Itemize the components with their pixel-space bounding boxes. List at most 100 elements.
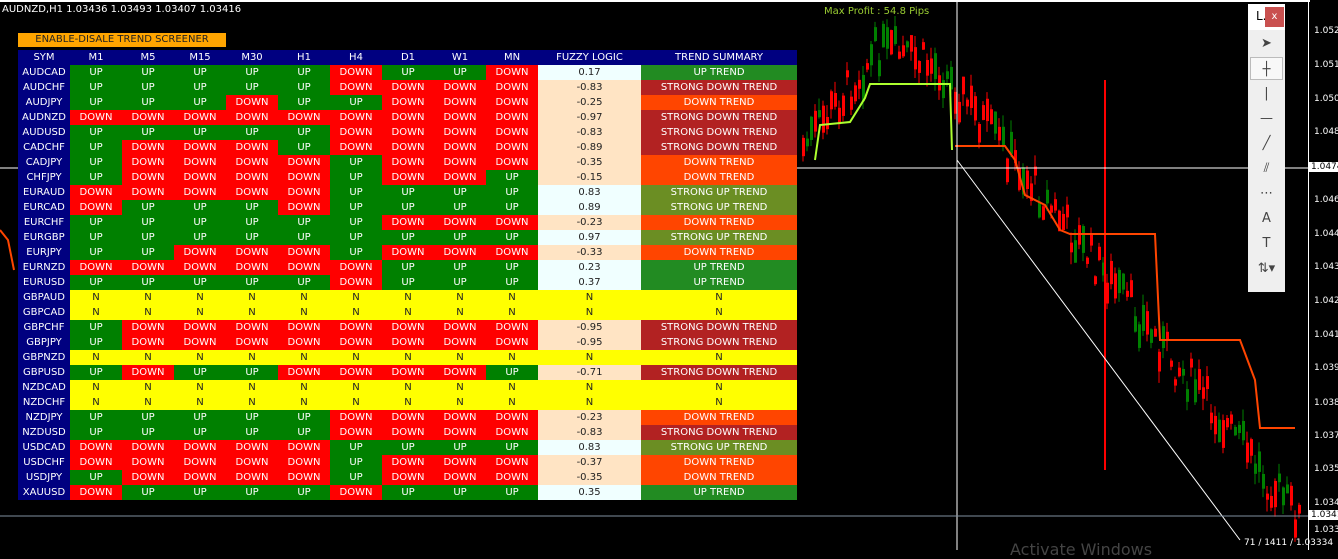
timeframe-signal-cell: UP: [226, 200, 278, 215]
timeframe-signal-cell: N: [486, 290, 538, 305]
timeframe-signal-cell: DOWN: [434, 470, 486, 485]
candle-body: [834, 93, 837, 107]
candle-body: [1146, 311, 1149, 335]
candle-body: [846, 70, 849, 78]
timeframe-signal-cell: UP: [278, 125, 330, 140]
timeframe-signal-cell: UP: [70, 245, 122, 260]
timeframe-signal-cell: UP: [486, 485, 538, 500]
trend-summary-cell: STRONG DOWN TREND: [641, 425, 797, 440]
timeframe-signal-cell: DOWN: [122, 260, 174, 275]
candle-body: [830, 91, 833, 110]
candle-body: [1294, 519, 1297, 538]
timeframe-signal-cell: DOWN: [434, 80, 486, 95]
candle-body: [1138, 324, 1141, 348]
timeframe-signal-cell: UP: [382, 65, 434, 80]
timeframe-signal-cell: DOWN: [434, 125, 486, 140]
timeframe-signal-cell: UP: [486, 170, 538, 185]
equidistant-channel-icon[interactable]: ⫽: [1263, 161, 1270, 176]
table-row: GBPUSD UP DOWN UP UP DOWN DOWN DOWN DOWN UP -0.71 S…: [18, 365, 797, 380]
trend-summary-cell: DOWN TREND: [641, 170, 797, 185]
table-row: AUDCHF UP UP UP UP UP DOWN DOWN DOWN DOWN -0.83 STR…: [18, 80, 797, 95]
fibonacci-icon[interactable]: ⋯: [1260, 186, 1273, 201]
timeframe-signal-cell: UP: [70, 425, 122, 440]
timeframe-signal-cell: DOWN: [122, 170, 174, 185]
crosshair-icon[interactable]: ┼: [1250, 57, 1283, 80]
fuzzy-logic-cell: -0.71: [538, 365, 641, 380]
timeframe-signal-cell: UP: [382, 485, 434, 500]
price-axis: [1308, 0, 1338, 550]
timeframe-signal-cell: DOWN: [226, 185, 278, 200]
timeframe-signal-cell: N: [486, 305, 538, 320]
trend-summary-cell: UP TREND: [641, 485, 797, 500]
timeframe-signal-cell: DOWN: [382, 155, 434, 170]
trend-summary-cell: STRONG UP TREND: [641, 185, 797, 200]
text-icon[interactable]: A: [1262, 211, 1271, 226]
timeframe-signal-cell: DOWN: [70, 185, 122, 200]
fuzzy-logic-cell: -0.83: [538, 80, 641, 95]
timeframe-signal-cell: DOWN: [278, 155, 330, 170]
trend-line[interactable]: [956, 159, 1241, 541]
candle-body: [850, 96, 853, 110]
timeframe-signal-cell: N: [70, 290, 122, 305]
candle-body: [1218, 419, 1221, 443]
candle-body: [1026, 170, 1029, 189]
timeframe-signal-cell: DOWN: [122, 440, 174, 455]
candle-body: [902, 45, 905, 57]
timeframe-signal-cell: UP: [278, 425, 330, 440]
timeframe-signal-cell: UP: [122, 485, 174, 500]
timeframe-signal-cell: DOWN: [486, 425, 538, 440]
candle-body: [838, 107, 841, 125]
timeframe-signal-cell: DOWN: [330, 320, 382, 335]
timeframe-signal-cell: N: [434, 290, 486, 305]
horizontal-line-icon[interactable]: —: [1260, 111, 1273, 126]
symbol-cell: GBPNZD: [18, 350, 70, 365]
timeframe-signal-cell: DOWN: [278, 335, 330, 350]
price-tick-label: 1.0341: [1309, 510, 1338, 520]
close-button[interactable]: x: [1265, 7, 1284, 27]
vertical-line-icon[interactable]: |: [1264, 86, 1269, 101]
timeframe-signal-cell: UP: [278, 140, 330, 155]
timeframe-signal-cell: UP: [278, 65, 330, 80]
chart-border: [0, 0, 1310, 2]
candle-body: [918, 61, 921, 73]
candle-body: [1002, 126, 1005, 147]
fuzzy-logic-cell: N: [538, 290, 641, 305]
fuzzy-logic-cell: 0.35: [538, 485, 641, 500]
price-tick-label: 1.0487: [1314, 127, 1338, 137]
timeframe-signal-cell: UP: [434, 200, 486, 215]
candle-body: [930, 58, 933, 74]
timeframe-signal-cell: DOWN: [174, 260, 226, 275]
fuzzy-logic-cell: N: [538, 305, 641, 320]
candle-body: [958, 101, 961, 123]
fuzzy-logic-cell: 0.97: [538, 230, 641, 245]
timeframe-signal-cell: UP: [226, 425, 278, 440]
timeframe-signal-cell: DOWN: [330, 80, 382, 95]
candle-body: [886, 27, 889, 49]
timeframe-signal-cell: UP: [382, 440, 434, 455]
candle-body: [894, 26, 897, 44]
candle-body: [810, 116, 813, 140]
symbol-cell: GBPAUD: [18, 290, 70, 305]
timeframe-signal-cell: DOWN: [70, 455, 122, 470]
fuzzy-logic-cell: -0.35: [538, 155, 641, 170]
candle-body: [1122, 273, 1125, 290]
arrows-icon[interactable]: ⇅▾: [1257, 261, 1276, 276]
timeframe-signal-cell: DOWN: [382, 140, 434, 155]
text-label-icon[interactable]: T: [1262, 236, 1271, 251]
timeframe-signal-cell: DOWN: [330, 485, 382, 500]
timeframe-signal-cell: N: [278, 305, 330, 320]
symbol-cell: GBPUSD: [18, 365, 70, 380]
candle-body: [914, 47, 917, 70]
cursor-icon[interactable]: ➤: [1261, 36, 1272, 51]
timeframe-signal-cell: DOWN: [486, 125, 538, 140]
enable-screener-button[interactable]: ENABLE-DISALE TREND SCREENER: [18, 33, 226, 47]
candle-body: [1202, 387, 1205, 399]
trendline-icon[interactable]: ╱: [1262, 136, 1271, 151]
candle-body: [922, 42, 925, 50]
timeframe-signal-cell: UP: [486, 185, 538, 200]
candle-body: [1270, 495, 1273, 508]
candle-body: [998, 126, 1001, 141]
timeframe-signal-cell: N: [70, 395, 122, 410]
